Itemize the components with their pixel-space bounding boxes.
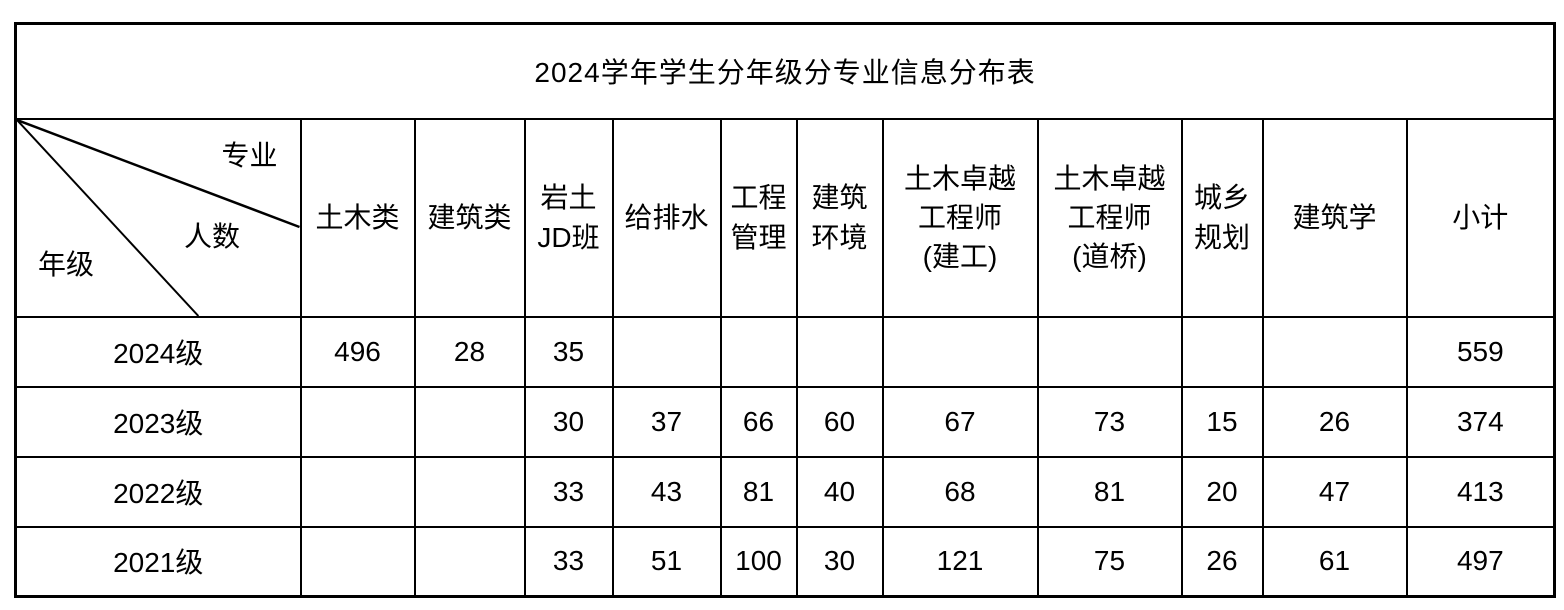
data-cell-subtotal: 497 xyxy=(1405,525,1556,598)
data-cell xyxy=(413,455,526,528)
data-cell: 75 xyxy=(1036,525,1183,598)
column-header-building-env: 建筑 环境 xyxy=(795,117,884,318)
data-cell: 26 xyxy=(1180,525,1264,598)
data-cell xyxy=(299,385,416,458)
column-header-eng-management: 工程 管理 xyxy=(719,117,798,318)
table-row-2022: 2022级 33 43 81 40 68 81 20 47 413 xyxy=(14,455,1556,528)
diagonal-lines xyxy=(17,120,299,315)
diagonal-line-upper xyxy=(17,120,299,228)
data-cell xyxy=(611,315,722,388)
column-header-water-supply: 给排水 xyxy=(611,117,722,318)
data-cell: 51 xyxy=(611,525,722,598)
data-cell: 100 xyxy=(719,525,798,598)
column-header-geotech-jd: 岩土 JD班 xyxy=(523,117,614,318)
data-cell: 37 xyxy=(611,385,722,458)
table-row-2021: 2021级 33 51 100 30 121 75 26 61 497 xyxy=(14,525,1556,598)
diagonal-header-cell: 专业 人数 年级 xyxy=(14,117,302,318)
data-cell-subtotal: 559 xyxy=(1405,315,1556,388)
column-header-excellence-bridge: 土木卓越 工程师 (道桥) xyxy=(1036,117,1183,318)
data-cell-subtotal: 374 xyxy=(1405,385,1556,458)
data-cell: 121 xyxy=(881,525,1039,598)
column-header-architecture: 建筑学 xyxy=(1261,117,1408,318)
data-cell: 30 xyxy=(523,385,614,458)
data-cell: 20 xyxy=(1180,455,1264,528)
table-title: 2024学年学生分年级分专业信息分布表 xyxy=(14,22,1556,120)
table-row-2024: 2024级 496 28 35 559 xyxy=(14,315,1556,388)
grade-label: 2022级 xyxy=(14,455,302,528)
corner-label-count: 人数 xyxy=(184,220,241,252)
data-cell xyxy=(1180,315,1264,388)
data-cell: 81 xyxy=(1036,455,1183,528)
data-cell: 15 xyxy=(1180,385,1264,458)
data-cell: 35 xyxy=(523,315,614,388)
data-cell xyxy=(413,385,526,458)
corner-label-grade: 年级 xyxy=(38,248,95,280)
corner-label-major: 专业 xyxy=(221,139,278,171)
column-header-architecture-class: 建筑类 xyxy=(413,117,526,318)
distribution-table: 2024学年学生分年级分专业信息分布表 专业 人数 年级 土木类 建筑类 岩土 … xyxy=(14,22,1557,598)
diagonal-header-wrap: 专业 人数 年级 xyxy=(17,120,299,315)
grade-label: 2021级 xyxy=(14,525,302,598)
grade-label: 2023级 xyxy=(14,385,302,458)
data-cell xyxy=(299,455,416,528)
grade-label: 2024级 xyxy=(14,315,302,388)
data-cell: 30 xyxy=(795,525,884,598)
data-cell xyxy=(881,315,1039,388)
data-cell xyxy=(719,315,798,388)
column-header-excellence-construction: 土木卓越 工程师 (建工) xyxy=(881,117,1039,318)
data-cell: 26 xyxy=(1261,385,1408,458)
table-row-2023: 2023级 30 37 66 60 67 73 15 26 374 xyxy=(14,385,1556,458)
data-cell xyxy=(795,315,884,388)
data-cell-subtotal: 413 xyxy=(1405,455,1556,528)
data-cell xyxy=(299,525,416,598)
data-cell: 68 xyxy=(881,455,1039,528)
data-cell: 61 xyxy=(1261,525,1408,598)
data-cell xyxy=(1036,315,1183,388)
data-cell: 47 xyxy=(1261,455,1408,528)
data-cell: 33 xyxy=(523,455,614,528)
diagonal-line-lower xyxy=(17,120,199,315)
data-cell xyxy=(413,525,526,598)
data-cell: 33 xyxy=(523,525,614,598)
data-cell: 81 xyxy=(719,455,798,528)
data-cell: 28 xyxy=(413,315,526,388)
data-cell: 40 xyxy=(795,455,884,528)
data-cell: 66 xyxy=(719,385,798,458)
data-cell: 73 xyxy=(1036,385,1183,458)
data-cell: 43 xyxy=(611,455,722,528)
data-cell xyxy=(1261,315,1408,388)
data-cell: 60 xyxy=(795,385,884,458)
column-header-urban-planning: 城乡 规划 xyxy=(1180,117,1264,318)
column-header-civil-eng-class: 土木类 xyxy=(299,117,416,318)
column-header-subtotal: 小计 xyxy=(1405,117,1556,318)
data-cell: 67 xyxy=(881,385,1039,458)
data-cell: 496 xyxy=(299,315,416,388)
